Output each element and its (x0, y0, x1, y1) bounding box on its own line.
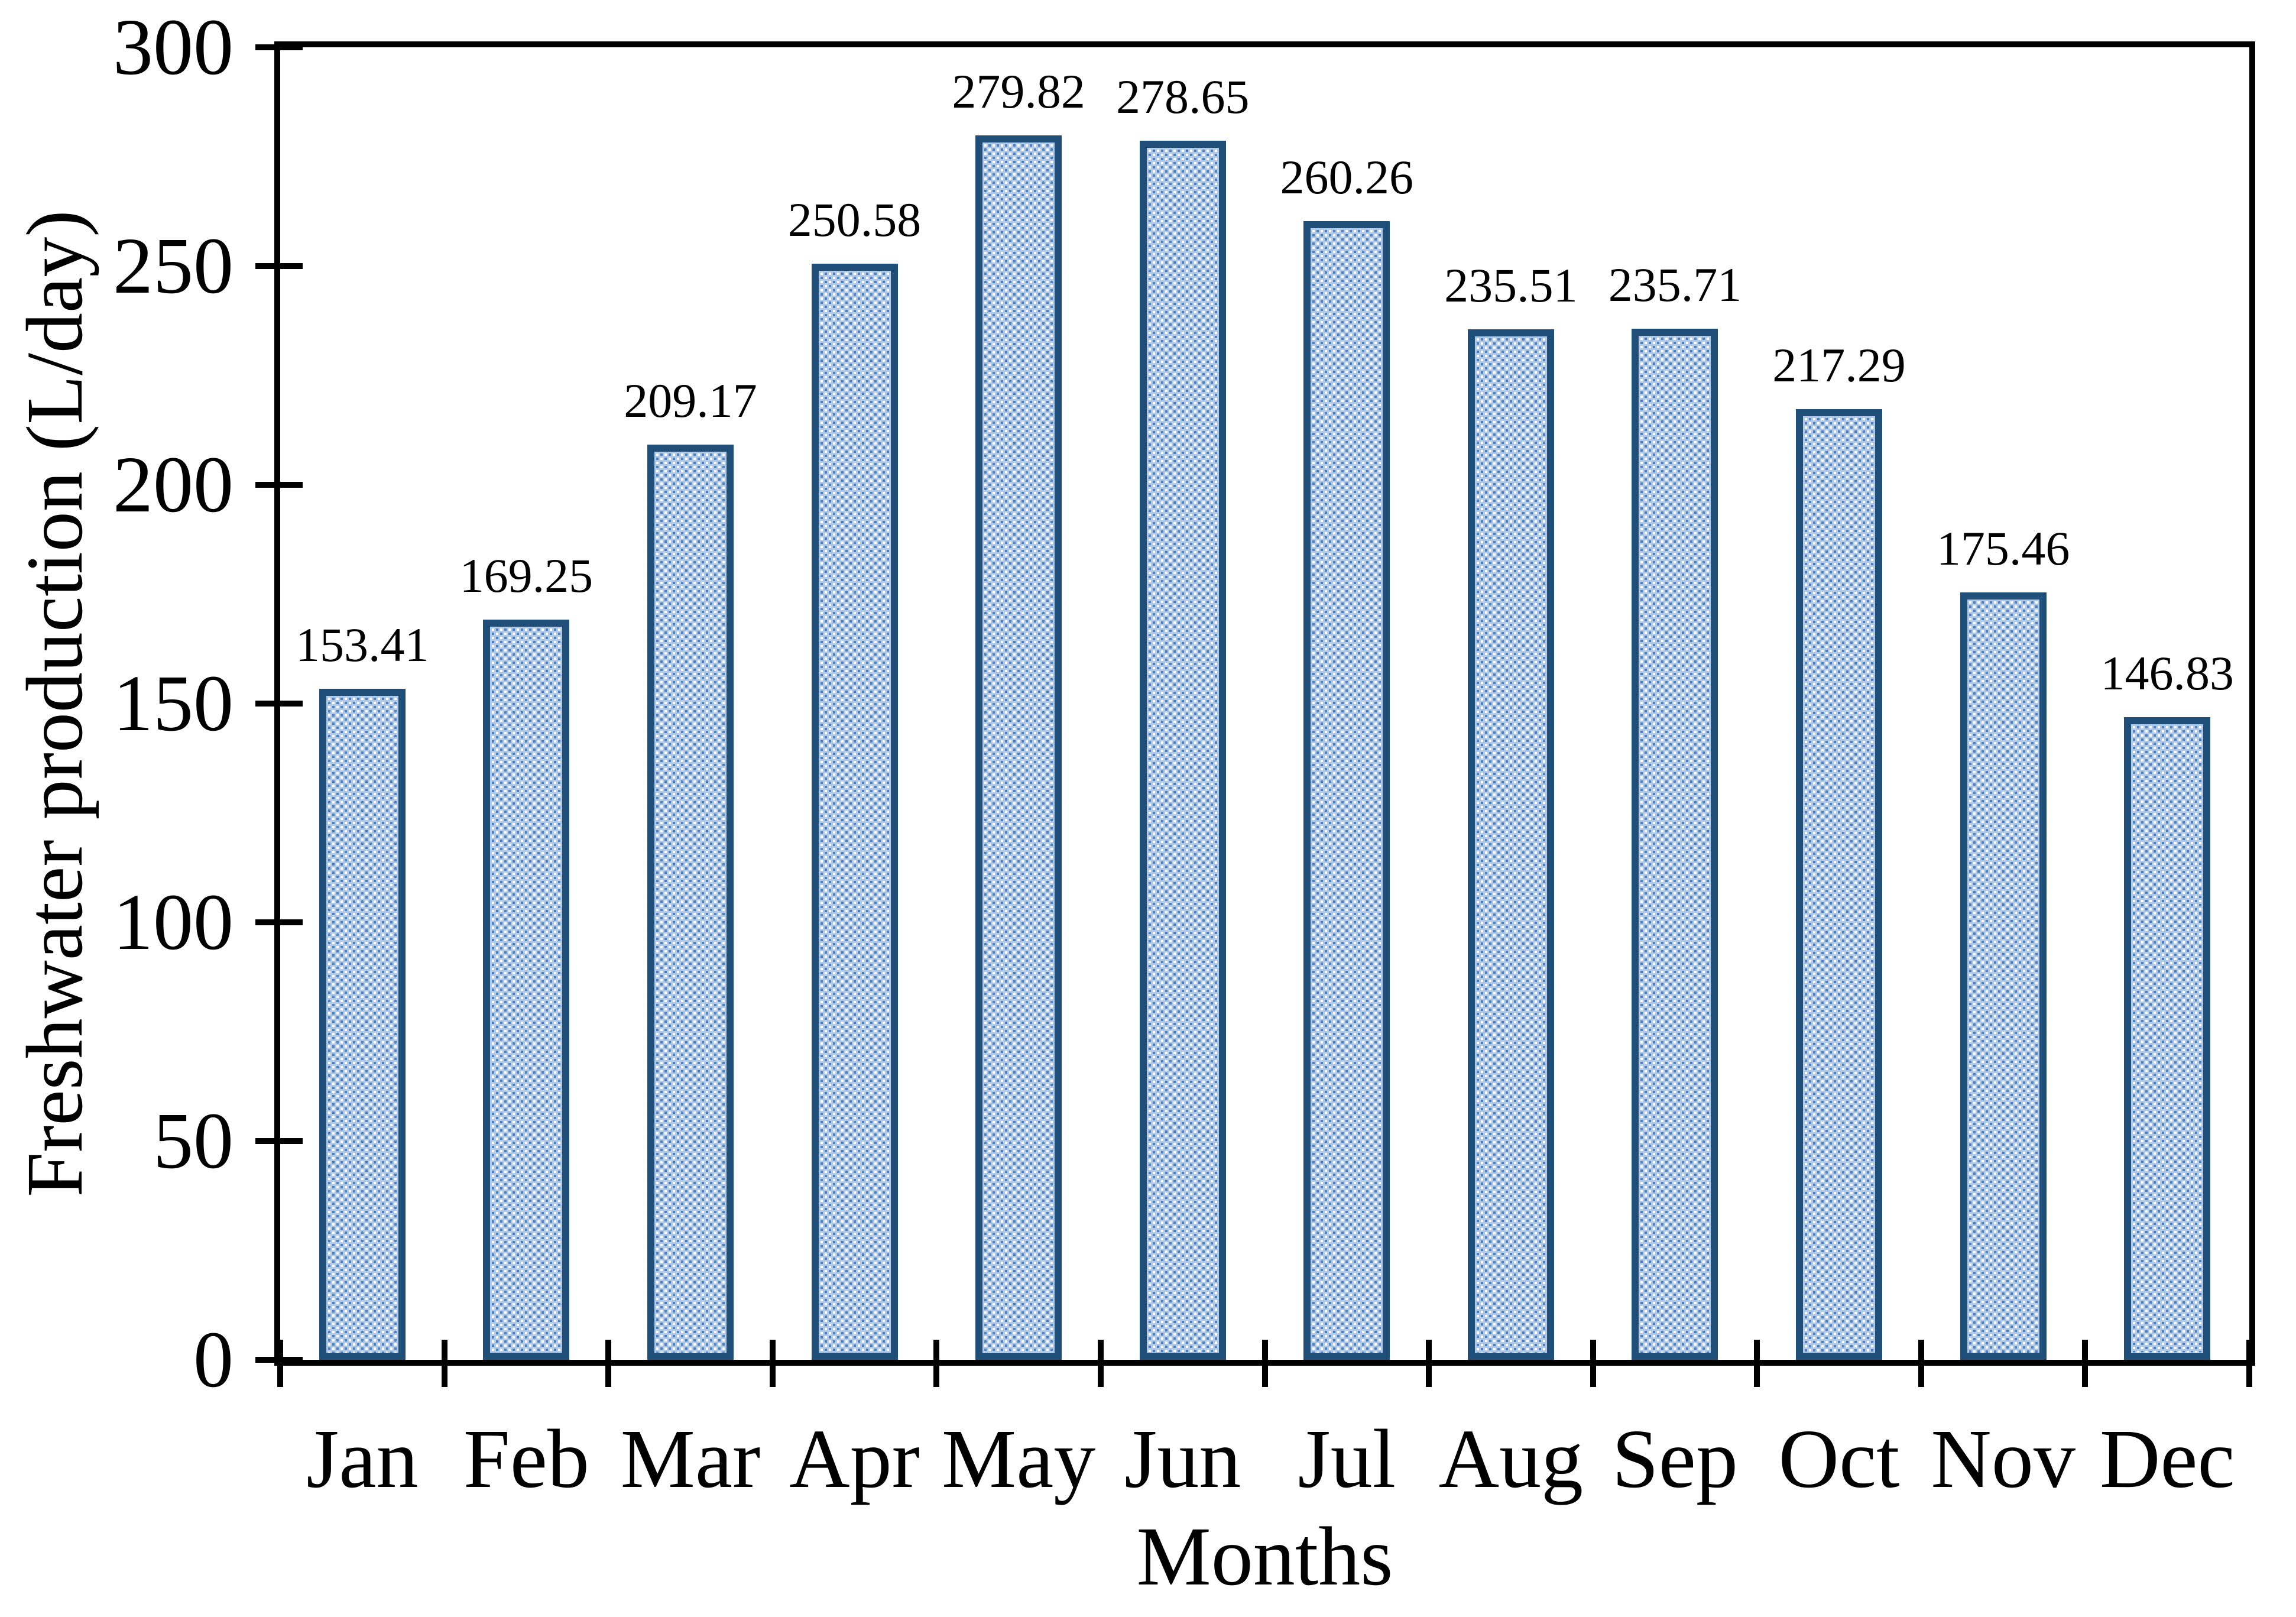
y-tick-label: 150 (113, 659, 234, 748)
bar-fill (490, 626, 563, 1353)
bar-value-label: 250.58 (787, 192, 922, 247)
bar-fill (654, 452, 727, 1353)
x-category-label: Nov (1931, 1412, 2076, 1505)
y-tick-label: 0 (193, 1315, 234, 1404)
y-tick-mark (255, 1138, 303, 1144)
bar-fill (326, 695, 398, 1353)
bar (1796, 409, 1883, 1360)
bar (483, 619, 570, 1360)
x-tick-mark (933, 1340, 940, 1387)
x-tick-mark (2082, 1340, 2089, 1387)
bar (1960, 592, 2047, 1360)
bar (811, 263, 898, 1360)
bar-value-label: 169.25 (459, 548, 594, 602)
x-tick-mark (769, 1340, 776, 1387)
bar-fill (818, 270, 891, 1353)
y-tick-label: 50 (153, 1097, 234, 1185)
x-tick-mark (1097, 1340, 1104, 1387)
x-tick-mark (441, 1340, 447, 1387)
x-category-label: Mar (620, 1412, 761, 1505)
x-category-label: Feb (463, 1412, 589, 1505)
y-tick-mark (255, 44, 303, 50)
x-category-label: Oct (1778, 1412, 1900, 1505)
bar-value-label: 235.71 (1608, 257, 1742, 312)
x-category-label: Apr (789, 1412, 920, 1505)
bar-fill (1311, 228, 1383, 1353)
bar-fill (1474, 336, 1547, 1353)
x-tick-mark (1918, 1340, 1924, 1387)
bar (975, 135, 1062, 1360)
bar (1139, 140, 1226, 1360)
x-tick-mark (1261, 1340, 1268, 1387)
bar-value-label: 175.46 (1936, 521, 2070, 575)
x-axis-title: Months (1136, 1509, 1393, 1603)
y-tick-label: 100 (113, 878, 234, 967)
x-tick-mark (1426, 1340, 1432, 1387)
y-axis-title: Freshwater production (L/day) (11, 210, 99, 1197)
x-category-label: May (941, 1412, 1096, 1505)
bar-value-label: 217.29 (1772, 338, 1906, 393)
bar-fill (1967, 599, 2039, 1353)
y-tick-mark (255, 919, 303, 925)
x-tick-mark (277, 1340, 283, 1387)
plot-area (274, 41, 2255, 1366)
bar-fill (1639, 335, 1711, 1353)
bar-value-label: 278.65 (1115, 69, 1250, 124)
x-category-label: Dec (2099, 1412, 2235, 1505)
x-category-label: Jul (1298, 1412, 1396, 1505)
x-category-label: Sep (1611, 1412, 1738, 1505)
bar (2124, 717, 2211, 1360)
y-tick-label: 300 (113, 3, 234, 92)
bar-value-label: 260.26 (1280, 150, 1414, 205)
bar-fill (1146, 147, 1219, 1353)
y-tick-label: 250 (113, 222, 234, 310)
bar (1303, 221, 1390, 1360)
y-tick-mark (255, 482, 303, 488)
x-tick-mark (605, 1340, 612, 1387)
bar-value-label: 153.41 (296, 617, 429, 672)
bar-fill (1803, 416, 1876, 1353)
bar-value-label: 235.51 (1444, 258, 1578, 313)
x-tick-mark (1754, 1340, 1760, 1387)
y-tick-mark (255, 701, 303, 707)
x-tick-mark (1590, 1340, 1596, 1387)
x-category-label: Jun (1124, 1412, 1241, 1505)
x-tick-mark (2246, 1340, 2252, 1387)
y-tick-mark (255, 263, 303, 269)
bar-fill (2131, 724, 2204, 1353)
bar (319, 688, 406, 1360)
bar-value-label: 209.17 (624, 374, 757, 428)
bar-fill (982, 142, 1055, 1353)
x-category-label: Aug (1438, 1412, 1584, 1505)
bar-value-label: 146.83 (2100, 646, 2234, 701)
bar (647, 445, 734, 1360)
bar (1467, 329, 1554, 1360)
bar (1632, 328, 1718, 1360)
y-tick-label: 200 (113, 440, 234, 529)
bar-value-label: 279.82 (952, 64, 1085, 119)
x-category-label: Jan (306, 1412, 419, 1505)
